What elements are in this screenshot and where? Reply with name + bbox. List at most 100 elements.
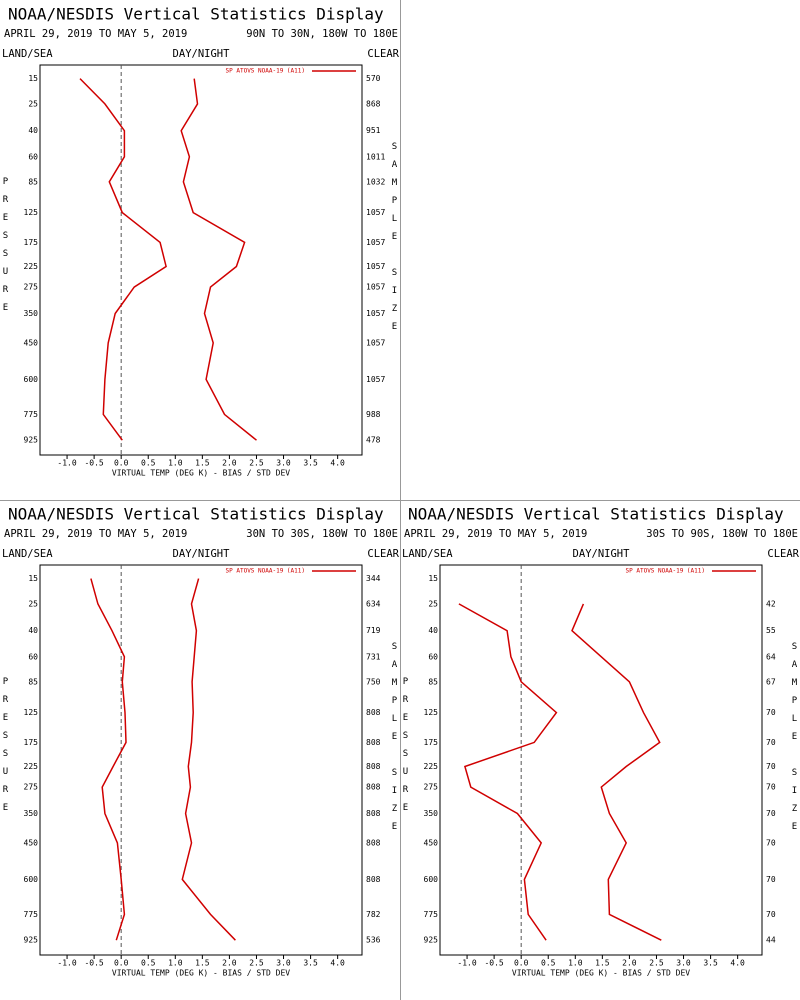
y2-axis-label: SAMPLE SIZE xyxy=(390,142,400,340)
y-tick-label: 450 xyxy=(24,838,39,847)
x-tick-label: -0.5 xyxy=(484,959,503,968)
y-tick-label: 60 xyxy=(28,152,38,161)
y-tick-label: 275 xyxy=(424,783,439,792)
y-tick-label: 85 xyxy=(28,677,38,686)
x-tick-label: 1.0 xyxy=(168,959,183,968)
bias-line xyxy=(79,78,167,441)
y-tick-label: 25 xyxy=(28,99,38,108)
y-tick-label: 275 xyxy=(24,283,39,292)
y-tick-label: 225 xyxy=(24,262,39,271)
y-tick-label: 60 xyxy=(428,652,438,661)
sample-size: 808 xyxy=(366,738,381,747)
x-tick-label: 1.0 xyxy=(568,959,583,968)
x-axis-label: VIRTUAL TEMP (DEG K) - BIAS / STD DEV xyxy=(512,969,690,978)
header: LAND/SEA xyxy=(2,548,53,560)
sample-size: 782 xyxy=(366,910,381,919)
y-tick-label: 175 xyxy=(24,738,39,747)
y-tick-label: 40 xyxy=(28,626,38,635)
y-tick-label: 350 xyxy=(24,809,39,818)
legend-label: SP ATOVS NOAA-19 (A11) xyxy=(626,568,705,575)
y-tick-label: 40 xyxy=(28,126,38,135)
x-tick-label: 0.5 xyxy=(141,459,156,468)
header: LAND/SEA xyxy=(2,48,53,60)
x-tick-label: 2.0 xyxy=(222,459,237,468)
x-tick-label: -1.0 xyxy=(457,959,476,968)
sample-size: 868 xyxy=(366,99,381,108)
sample-size: 478 xyxy=(366,436,381,445)
sample-size: 70 xyxy=(766,708,776,717)
sample-size: 70 xyxy=(766,910,776,919)
y-tick-label: 40 xyxy=(428,626,438,635)
x-tick-label: -0.5 xyxy=(84,959,103,968)
x-tick-label: 0.0 xyxy=(114,459,129,468)
x-tick-label: 2.0 xyxy=(622,959,637,968)
sample-size: 988 xyxy=(366,410,381,419)
sample-size: 67 xyxy=(766,677,776,686)
bias-line xyxy=(458,603,558,941)
sample-size: 1032 xyxy=(366,177,385,186)
sample-size: 70 xyxy=(766,838,776,847)
plot-frame xyxy=(39,64,363,456)
x-axis-label: VIRTUAL TEMP (DEG K) - BIAS / STD DEV xyxy=(112,469,290,478)
x-tick-label: 4.0 xyxy=(330,459,345,468)
sample-size: 808 xyxy=(366,838,381,847)
x-tick-label: 3.0 xyxy=(276,459,291,468)
header: CLEAR xyxy=(367,48,399,60)
x-tick-label: 4.0 xyxy=(730,959,745,968)
x-tick-label: 3.5 xyxy=(303,459,318,468)
x-tick-label: 1.5 xyxy=(195,959,210,968)
sample-size: 64 xyxy=(766,652,776,661)
subtitle: APRIL 29, 2019 TO MAY 5, 2019 xyxy=(404,528,587,540)
sample-size: 808 xyxy=(366,809,381,818)
sample-size: 808 xyxy=(366,762,381,771)
y-axis-label: PRESSURE xyxy=(401,677,411,821)
region: 90N TO 30N, 180W TO 180E xyxy=(246,28,398,40)
sample-size: 719 xyxy=(366,626,381,635)
sample-size: 44 xyxy=(766,936,776,945)
sample-size: 1057 xyxy=(366,208,385,217)
bias-line xyxy=(90,578,127,941)
std-dev-line xyxy=(180,78,257,441)
x-tick-label: 0.5 xyxy=(541,959,556,968)
sample-size: 70 xyxy=(766,875,776,884)
y-tick-label: 925 xyxy=(424,936,439,945)
sample-size: 808 xyxy=(366,875,381,884)
sample-size: 634 xyxy=(366,599,381,608)
y-axis-label: PRESSURE xyxy=(1,677,11,821)
x-tick-label: 2.5 xyxy=(649,959,664,968)
y-tick-label: 775 xyxy=(24,910,39,919)
y-tick-label: 225 xyxy=(24,762,39,771)
sample-size: 1057 xyxy=(366,375,385,384)
sample-size: 570 xyxy=(366,74,381,83)
x-tick-label: -0.5 xyxy=(84,459,103,468)
y-tick-label: 275 xyxy=(24,783,39,792)
y-tick-label: 15 xyxy=(28,574,38,583)
x-tick-label: -1.0 xyxy=(57,959,76,968)
sample-size: 70 xyxy=(766,809,776,818)
title: NOAA/NESDIS Vertical Statistics Display xyxy=(408,505,784,524)
y-tick-label: 450 xyxy=(24,338,39,347)
x-tick-label: 2.5 xyxy=(249,959,264,968)
sample-size: 70 xyxy=(766,762,776,771)
std-dev-line xyxy=(181,578,236,941)
y-tick-label: 925 xyxy=(24,936,39,945)
y-tick-label: 25 xyxy=(428,599,438,608)
y-tick-label: 175 xyxy=(24,238,39,247)
region: 30S TO 90S, 180W TO 180E xyxy=(646,528,798,540)
y-tick-label: 125 xyxy=(24,208,39,217)
y-tick-label: 925 xyxy=(24,436,39,445)
sample-size: 536 xyxy=(366,936,381,945)
y-tick-label: 15 xyxy=(428,574,438,583)
x-tick-label: 0.0 xyxy=(114,959,129,968)
sample-size: 1057 xyxy=(366,283,385,292)
std-dev-line xyxy=(571,603,662,941)
y-tick-label: 600 xyxy=(24,375,39,384)
sample-size: 750 xyxy=(366,677,381,686)
title: NOAA/NESDIS Vertical Statistics Display xyxy=(8,505,384,524)
y2-axis-label: SAMPLE SIZE xyxy=(790,642,800,840)
header: CLEAR xyxy=(367,548,399,560)
header: CLEAR xyxy=(767,548,799,560)
sample-size: 1057 xyxy=(366,262,385,271)
y-tick-label: 85 xyxy=(28,177,38,186)
